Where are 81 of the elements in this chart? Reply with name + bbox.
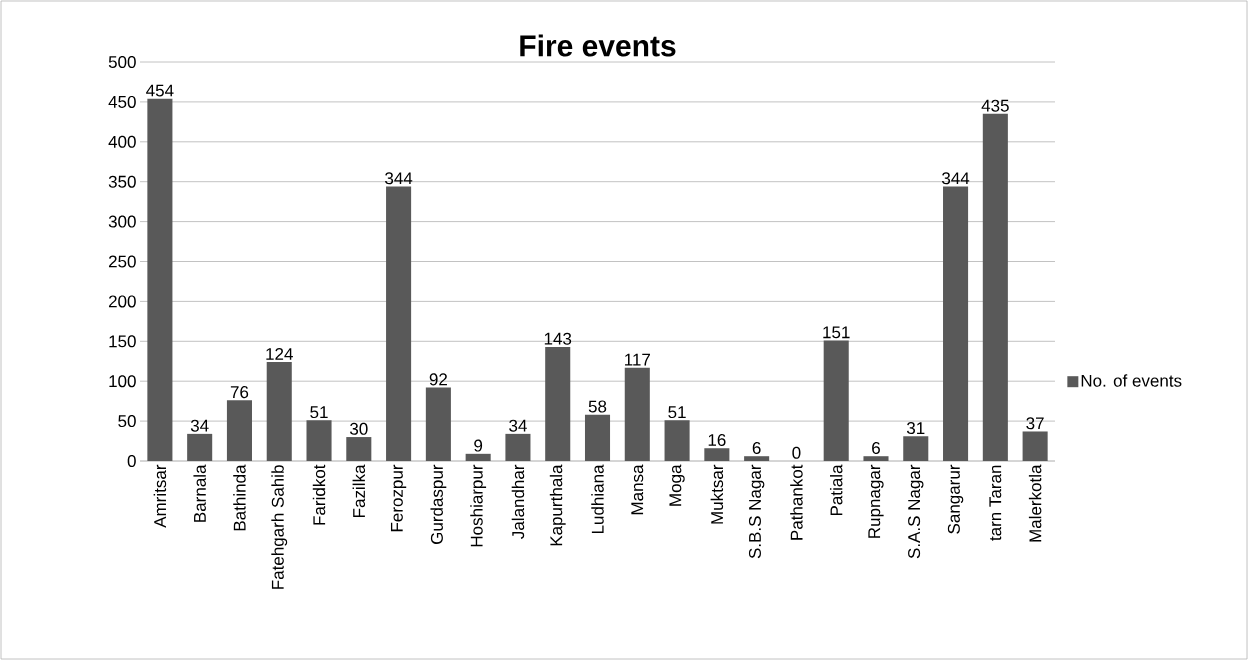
x-tick-label: Fazilka [352,464,366,517]
x-tick-label: Rupnagar [868,464,884,538]
bar [425,387,451,461]
data-label: 58 [588,400,607,413]
legend-label: No. of events [1081,374,1182,387]
bar [823,340,849,461]
x-tick-label: Malerkotla [1028,464,1042,542]
data-label: 143 [544,332,572,345]
y-tick-label: 350 [108,175,136,188]
y-tick-label: 500 [108,55,136,69]
bar [744,456,770,461]
bar [545,346,571,461]
data-label: 6 [752,441,761,455]
data-label: 344 [385,172,413,185]
data-label: 30 [349,422,368,435]
data-label: 37 [1026,417,1044,430]
data-label: 124 [266,347,293,360]
x-tick-label: Bathinda [233,464,246,531]
bar [943,186,969,461]
x-tick-label: Amritsar [153,464,167,528]
data-label: 344 [942,172,970,185]
data-label: 92 [429,373,447,386]
data-label: 0 [792,446,801,459]
y-tick-label: 300 [108,215,136,228]
data-label: 34 [190,419,209,432]
x-tick-label: Mansa [631,464,644,515]
bar [584,414,611,461]
bar [266,362,292,461]
x-tick-label: Muktsar [710,464,724,524]
data-label: 435 [981,99,1009,112]
data-label: 117 [625,353,650,366]
x-tick-label: Barnala [193,464,206,522]
y-tick-label: 250 [108,255,136,268]
bar [465,453,491,461]
x-tick-label: Kapurthala [549,464,566,546]
data-label: 51 [668,406,686,419]
bar [624,367,650,461]
bar [664,420,690,461]
bar [306,420,332,461]
bar [1022,431,1048,461]
x-tick-label: Sangarur [947,464,964,534]
bar [187,433,213,461]
y-tick-label: 150 [109,335,136,348]
y-tick-label: 450 [108,95,136,108]
data-label: 6 [872,441,880,455]
data-label: 31 [906,422,925,435]
chart-title: Fire events [520,34,676,57]
y-tick-label: 200 [108,295,136,308]
x-tick-label: Gurdaspur [430,464,447,544]
x-tick-label: Jalandhar [511,464,525,539]
bar [903,436,929,461]
bar [346,437,372,461]
data-label: 454 [146,84,174,97]
x-tick-label: Fatehgarh Sahib [271,465,288,589]
bar [505,433,531,461]
x-tick-label: tarn Taran [989,465,1002,541]
data-label: 9 [474,439,483,452]
data-label: 34 [509,419,527,432]
x-tick-label: Ferozpur [390,464,407,532]
x-tick-label: Ludhiana [591,464,604,534]
x-tick-label: Hoshiarpur [470,464,487,547]
x-tick-label: S.B.S Nagar [748,464,765,559]
x-tick-label: Faridkot [312,464,326,525]
bar [704,448,730,461]
bar [863,456,889,461]
data-label: 76 [230,386,249,399]
x-tick-label: Moga [669,464,685,506]
data-label: 16 [708,433,726,447]
y-tick-label: 0 [127,454,136,468]
bar [982,113,1008,461]
y-tick-label: 100 [109,375,136,388]
bar [226,400,252,461]
y-tick-label: 400 [108,135,136,148]
x-tick-label: Pathankot [790,464,803,540]
data-label: 151 [823,326,850,339]
x-tick-label: S.A.S Nagar [908,464,924,559]
data-label: 51 [310,406,328,419]
y-tick-label: 50 [118,415,136,428]
x-tick-label: Patiala [829,464,843,516]
bar [147,98,173,461]
bar [386,186,412,461]
